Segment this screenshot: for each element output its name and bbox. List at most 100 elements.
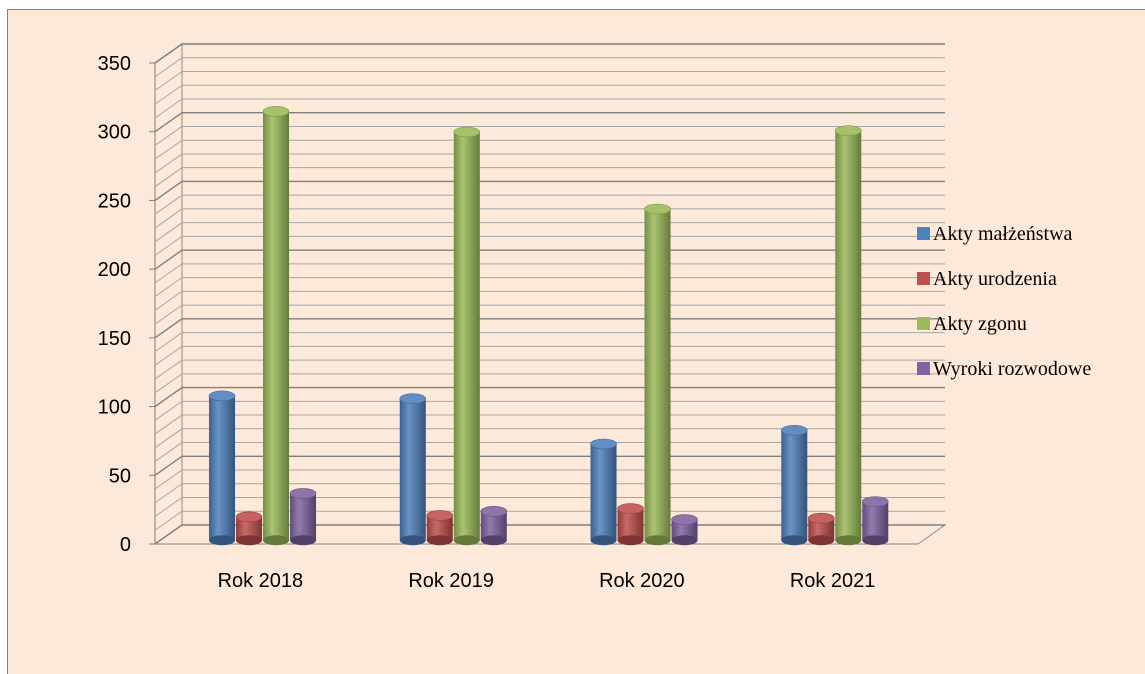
bar-base: [644, 535, 671, 546]
minor-gridline: [154, 332, 945, 353]
major-gridline: [154, 455, 945, 476]
y-tick-label: 350: [98, 53, 131, 75]
bar-3-2: [671, 514, 698, 546]
bar-base: [236, 535, 263, 546]
minor-gridline: [154, 235, 945, 256]
x-axis: Rok 2018 Rok 2019 Rok 2020 Rok 2021: [218, 570, 876, 592]
bar-0-3: [780, 424, 808, 546]
x-tick-label: Rok 2019: [408, 570, 494, 592]
bar-base: [480, 535, 507, 546]
y-tick-label: 100: [98, 397, 131, 419]
minor-gridline: [154, 304, 945, 325]
bar-3-1: [480, 506, 508, 546]
x-tick-label: Rok 2020: [599, 570, 685, 592]
bar-body: [835, 130, 862, 541]
bar-base: [209, 535, 236, 546]
bar-body: [290, 493, 317, 541]
minor-gridline: [154, 153, 945, 174]
x-tick-label: Rok 2018: [218, 570, 304, 592]
bar-base: [781, 535, 808, 546]
major-gridline: [154, 249, 945, 270]
bar-1-2: [617, 503, 644, 546]
y-tick-label: 0: [120, 534, 131, 556]
y-axis: 0 50 100 150 200 250 300 350: [98, 53, 155, 556]
bar-body: [862, 501, 889, 541]
bar-body: [263, 111, 290, 541]
bar-base: [290, 535, 317, 546]
bar-top: [590, 438, 617, 450]
bar-top: [780, 424, 808, 436]
bar-body: [781, 430, 808, 541]
bar-1-0: [235, 511, 263, 546]
minor-gridline: [154, 167, 945, 188]
bar-top: [262, 106, 290, 117]
legend: Akty małżeństwa Akty urodzenia Akty zgonu W…: [917, 223, 1091, 380]
bar-body: [399, 398, 426, 541]
bar-body: [644, 208, 671, 541]
bar-top: [208, 390, 236, 402]
minor-gridline: [154, 70, 945, 91]
legend-swatch: [917, 362, 930, 375]
bar-body: [209, 395, 236, 541]
bar-body: [671, 519, 698, 541]
major-gridline: [154, 386, 945, 408]
bar-top: [480, 506, 508, 517]
bar-top: [426, 510, 454, 521]
minor-gridline: [154, 373, 945, 394]
bar-2-0: [262, 106, 290, 546]
minor-gridline: [154, 428, 945, 449]
y-tick-label: 50: [109, 465, 131, 487]
bar-base: [399, 535, 426, 546]
legend-swatch: [917, 272, 930, 285]
minor-gridline: [154, 125, 945, 146]
minor-gridline: [154, 510, 945, 531]
bar-0-1: [399, 393, 427, 546]
bar-body: [236, 516, 263, 541]
minor-gridline: [154, 222, 945, 243]
bar-body: [453, 132, 480, 541]
minor-gridline: [154, 84, 945, 105]
bar-body: [808, 518, 835, 541]
legend-swatch: [917, 317, 930, 330]
bar-body: [590, 444, 617, 541]
legend-label: Akty małżeństwa: [933, 223, 1073, 245]
bar-top: [453, 126, 481, 138]
legend-label: Akty urodzenia: [933, 268, 1057, 290]
minor-gridline: [154, 442, 945, 462]
legend-label: Akty zgonu: [933, 313, 1027, 335]
bar-top: [861, 496, 889, 508]
bar-base: [263, 535, 290, 546]
bar-base: [671, 535, 698, 546]
y-tick-label: 250: [98, 190, 131, 212]
minor-gridline: [154, 400, 945, 421]
bar-0-2: [590, 438, 617, 546]
major-gridline: [154, 112, 945, 133]
bars: [208, 106, 889, 546]
minor-gridline: [154, 290, 945, 311]
bar-base: [617, 535, 644, 546]
y-tick-label: 300: [98, 122, 131, 144]
bar-base: [453, 535, 480, 546]
major-gridline: [154, 180, 945, 202]
bar-3-3: [861, 496, 889, 546]
major-gridline: [154, 318, 945, 339]
gridlines: [154, 43, 945, 545]
bar-base: [808, 535, 835, 546]
bar-2-3: [834, 125, 862, 546]
y-tick-label: 200: [98, 259, 131, 281]
minor-gridline: [154, 139, 945, 160]
minor-gridline: [154, 208, 945, 229]
minor-gridline: [154, 345, 945, 366]
bar-base: [862, 535, 889, 546]
legend-swatch: [917, 227, 930, 240]
bar-top: [617, 503, 644, 514]
minor-gridline: [154, 497, 945, 517]
bar-top: [235, 511, 263, 523]
legend-label: Wyroki rozwodowe: [933, 358, 1091, 380]
bar-3-0: [289, 488, 317, 546]
bar-base: [590, 535, 617, 546]
major-gridline: [154, 43, 945, 64]
minor-gridline: [154, 469, 945, 490]
bar-top: [399, 393, 427, 404]
bar-1-3: [807, 512, 835, 546]
